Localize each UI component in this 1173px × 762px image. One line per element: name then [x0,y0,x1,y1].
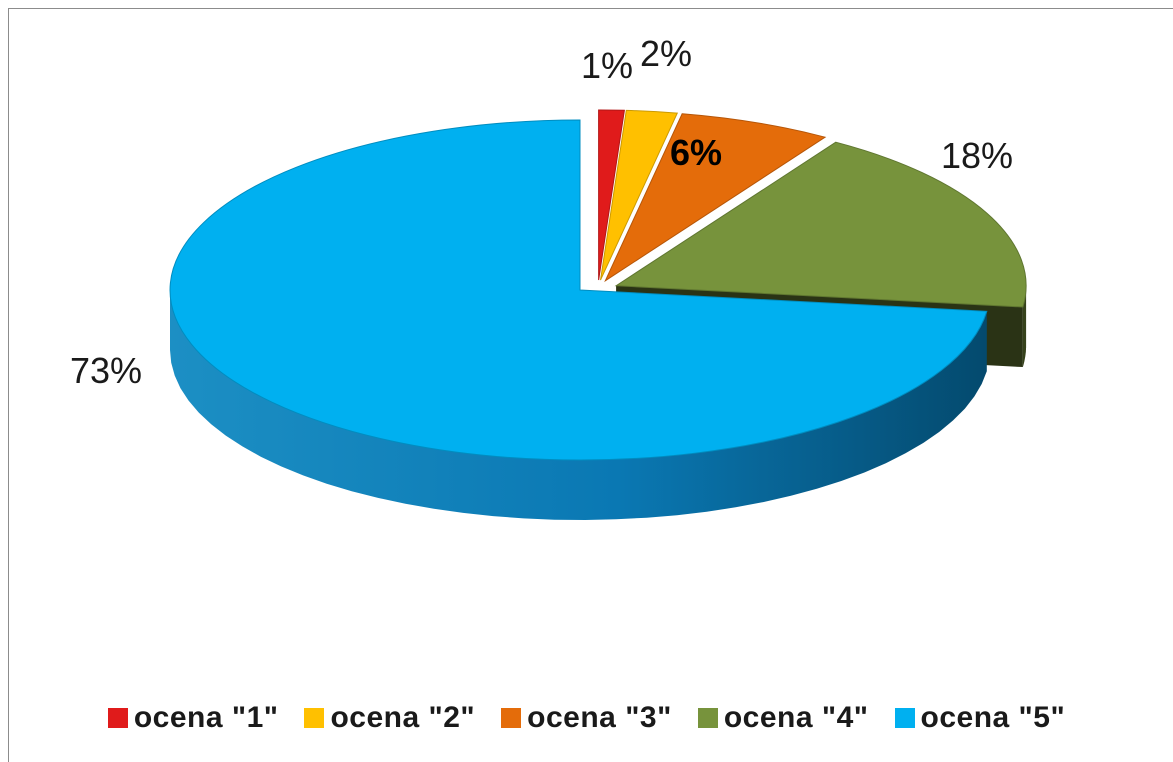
legend-item-2: ocena "2" [304,701,475,735]
legend-item-3: ocena "3" [501,701,672,735]
legend-swatch-1 [107,708,128,728]
pie-slice-1 [598,109,625,281]
data-label-2: 2% [640,33,692,74]
slices-layer [169,109,1027,520]
data-label-4: 18% [941,135,1013,176]
legend-swatch-4 [697,708,718,728]
legend-item-4: ocena "4" [697,701,869,735]
pie-slice-side-5 [170,290,987,520]
data-label-1: 1% [581,45,633,86]
pie-slice-4 [614,141,1027,308]
legend-swatch-2 [304,708,325,728]
labels-layer: 1% 2% 6% 18% 73% [70,33,1013,391]
legend-swatch-5 [894,708,915,728]
legend-swatch-3 [501,708,522,728]
legend: ocena "1" ocena "2" ocena "3" ocena "4" ocen… [0,693,1173,743]
legend-item-5: ocena "5" [894,701,1066,735]
legend-label-2: ocena "2" [330,701,476,734]
legend-label-4: ocena "4" [723,701,869,734]
pie-slice-2 [600,109,679,281]
pie-slice-3 [604,113,827,283]
legend-item-1: ocena "1" [107,701,279,735]
pie-slice-5 [169,119,988,461]
data-label-5: 73% [70,350,142,391]
data-label-3: 6% [670,132,722,173]
legend-label-5: ocena "5" [920,701,1066,734]
legend-label-1: ocena "1" [133,701,279,734]
legend-label-3: ocena "3" [527,701,672,734]
